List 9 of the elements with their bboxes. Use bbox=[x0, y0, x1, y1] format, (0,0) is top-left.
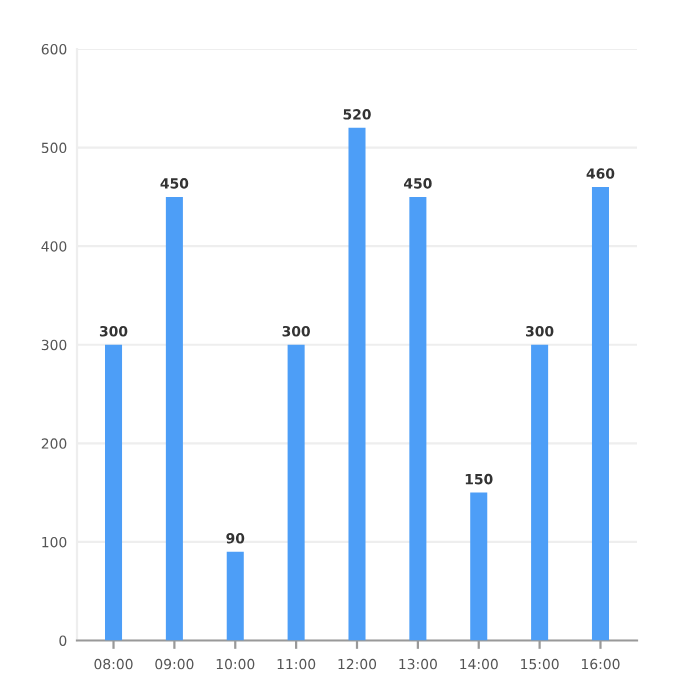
bar bbox=[470, 492, 488, 641]
bar bbox=[591, 187, 609, 641]
bar bbox=[531, 344, 549, 641]
bar bbox=[165, 196, 183, 641]
bar bbox=[226, 551, 244, 641]
bar bbox=[105, 344, 123, 641]
bar bbox=[287, 344, 305, 641]
bar bbox=[409, 196, 427, 641]
bar bbox=[348, 127, 366, 641]
